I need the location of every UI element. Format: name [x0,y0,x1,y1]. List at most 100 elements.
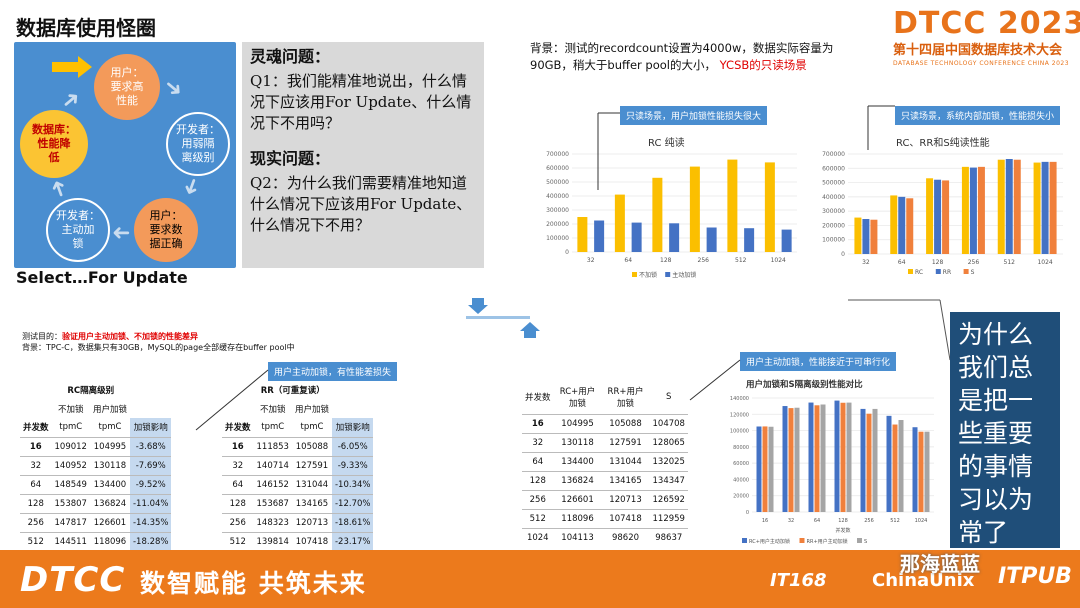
table-cell: 153687 [253,493,292,513]
up-arrow-icon [520,322,540,338]
chart2-callout: 只读场景，系统内部加锁，性能损失小 [895,106,1061,125]
table-row: 128 153807 136824 -11.04% [20,493,172,513]
t1-title: RC隔离级别 [67,385,115,396]
table-cell: 127591 [601,432,650,452]
table-row: 256 147817 126601 -14.35% [20,512,172,532]
background-red: YCSB的只读场景 [719,58,807,72]
tpcc-background: 背景：TPC-C，数据集只有30GB，MySQL的page全部缓存在buffer… [22,343,295,352]
legend-label: 不加锁 [639,271,657,279]
table-row: 128 136824 134165 134347 [522,470,688,490]
legend-label: S [971,269,975,276]
table-cell: 130118 [89,455,130,475]
table-row: 32 130118 127591 128065 [522,432,688,452]
bar-S [872,408,878,512]
table-cell: 134400 [553,451,602,471]
sponsor-chinaunix: ChinaUnix [872,570,975,591]
bar-RR+用户主动加锁 [866,413,872,512]
bar-RC [926,178,934,254]
table-cell: 126592 [649,489,688,509]
table-cell: 134165 [291,493,332,513]
bar-S [1013,159,1021,254]
cycle-label: 开发者： 主动加 锁 [56,209,100,250]
y-tick-label: 40000 [733,477,749,483]
cycle-dev-weak-isolation: 开发者： 用弱隔 离级别 [166,112,230,176]
t1-h-tpmc2: tpmC [98,422,122,433]
cycle-arrow-icon: ➜ [176,173,207,200]
t1-h-tpmc: tpmC [59,422,83,433]
yellow-arrow-icon [52,56,92,78]
bar-不加锁 [689,166,700,252]
table-cell: 134400 [89,474,130,494]
page-title: 数据库使用怪圈 [16,16,156,40]
bar-RR+用户主动加锁 [840,402,846,512]
bar-RC+用户主动加锁 [756,426,762,512]
table-cell: 64 [20,474,52,494]
logo-main: DTCC 2023 [893,6,1080,41]
down-arrow-icon [468,298,488,314]
t2-h-tpmc2: tpmC [300,422,324,433]
y-tick-label: 300000 [822,208,845,215]
table-cell: -6.05% [331,436,374,456]
bar-RC+用户主动加锁 [886,415,892,512]
table-cell: 256 [522,489,554,509]
table-cell: 98620 [601,527,650,547]
table-cell: -10.34% [331,474,374,494]
chart-lock-vs-s: 用户加锁和S隔离级别性能对比 140000 120000 100000 80000 60… [722,376,940,546]
table-row: 512 118096 107418 112959 [522,508,688,528]
t3-h-rr: RR+用户加锁 [607,386,644,409]
legend-label: RC+用户主动加锁 [749,538,790,545]
chart1-svg: 700000 600000 500000 400000 300000 200000 1000… [546,151,797,279]
bar-S [768,426,774,512]
x-tick-label: 512 [1004,259,1016,266]
questions-panel: 灵魂问题： Q1：我们能精准地说出，什么情况下应该用For Update、什么情… [242,42,484,268]
table-cell: 16 [20,436,52,456]
chart3-svg: 140000 120000 100000 80000 60000 40000 20000 0 1… [730,396,934,545]
legend-swatch [857,538,862,543]
bar-不加锁 [764,162,775,252]
cycle-arrow-icon: ➜ [44,175,75,202]
table-row: 512 144511 118096 -18.28% [20,531,172,551]
table-cell: 136824 [89,493,130,513]
y-tick-label: 600000 [546,165,569,172]
bar-RC [997,159,1005,254]
sponsor-itpub: ITPUB [998,564,1072,589]
legend-swatch [799,538,805,543]
t1-h-lock: 用户加锁 [92,404,127,415]
table-cell: 128 [222,493,254,513]
table-cell: -9.52% [129,474,172,494]
bar-RC+用户主动加锁 [782,406,788,512]
y-tick-label: 700000 [546,151,569,158]
bar-RR [1041,161,1049,254]
bar-RR [898,196,906,254]
x-tick-label: 256 [864,518,874,524]
x-tick-label: 256 [698,257,710,264]
bar-RC+用户主动加锁 [860,408,866,512]
bar-RR+用户主动加锁 [814,405,820,512]
table-cell: 104113 [553,527,602,547]
x-tick-label: 64 [624,257,632,264]
table-cell: 112959 [649,508,688,528]
table-cell: 32 [522,432,554,452]
t3-h-rc: RC+用户加锁 [559,386,596,409]
t1-h-conc: 并发数 [23,423,49,434]
table-cell: 120713 [601,489,650,509]
table-cell: 64 [222,474,254,494]
table-cell: 118096 [89,531,130,551]
cycle-arrow-icon: ➜ [158,72,189,105]
x-tick-label: 32 [788,518,794,524]
chart-rc-rr-s-read: RC、RR和S纯读性能 700000 600000 500000 400000 3000… [812,138,1068,280]
bar-S [898,420,904,512]
logo-sub: 第十四届中国数据库技术大会 [893,43,1063,58]
x-tick-label: 256 [968,259,980,266]
table-row: 1024 104113 98620 98637 [522,527,688,547]
t3-h-s: S [666,391,672,402]
y-tick-label: 100000 [730,429,749,435]
chart3-title: 用户加锁和S隔离级别性能对比 [746,380,863,390]
table-cell: 16 [222,436,254,456]
table-row: 64 148549 134400 -9.52% [20,474,172,494]
y-tick-label: 700000 [822,151,845,158]
select-for-update-label: Select…For Update [16,268,188,287]
cycle-arrow-icon: ➜ [112,220,131,245]
table-cell: 126601 [89,512,130,532]
table-cell: 105088 [601,413,650,433]
